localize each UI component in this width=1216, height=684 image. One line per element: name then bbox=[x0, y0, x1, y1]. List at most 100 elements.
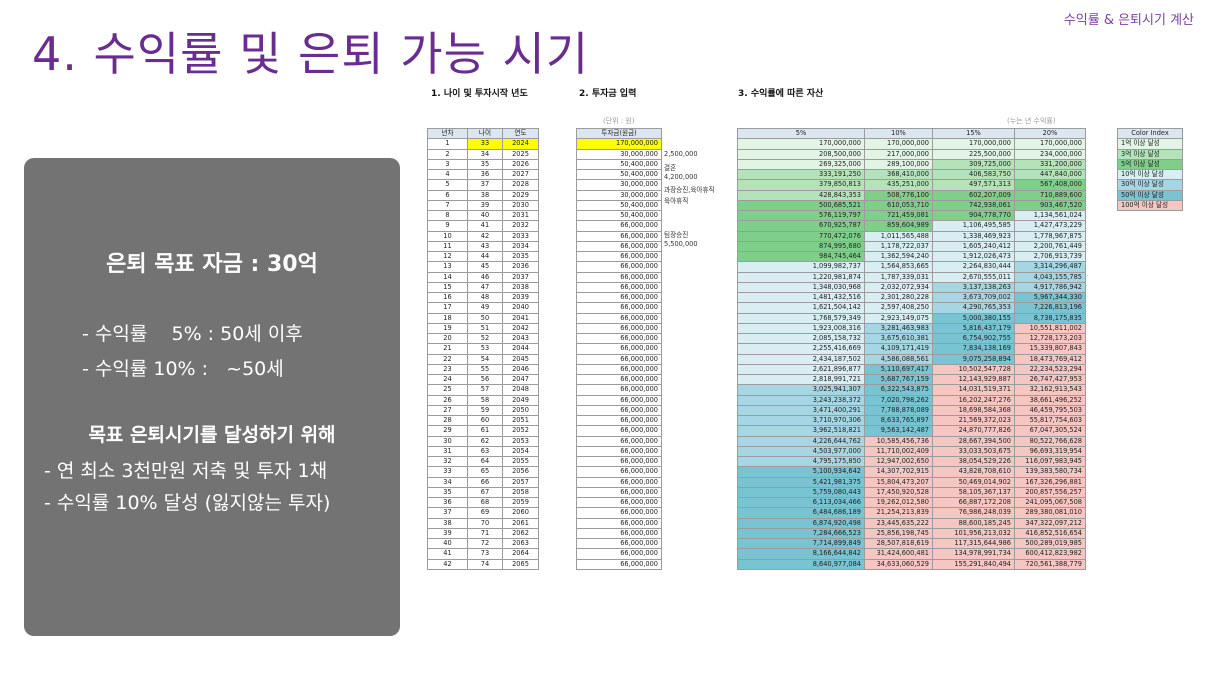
asset-10-cell: 5,687,767,159 bbox=[864, 373, 933, 386]
year-cell: 2035 bbox=[502, 250, 539, 263]
table-row: 428,843,353 508,776,100 602,207,009 710,889… bbox=[737, 189, 1086, 201]
age-table: 년차 나이 연도 1 33 2024 2 34 2025 3 35 2026 4 36 2027 5 37… bbox=[427, 127, 539, 570]
table-row: 2,434,187,502 4,586,088,561 9,075,258,894 1… bbox=[737, 353, 1086, 365]
table-row: 20 52 2043 bbox=[427, 332, 539, 345]
asset-10-cell: 17,450,920,528 bbox=[864, 486, 933, 499]
year-cell: 2028 bbox=[502, 179, 539, 191]
asset-10-cell: 6,322,543,875 bbox=[864, 384, 933, 396]
asset-15-cell: 742,938,061 bbox=[932, 199, 1015, 212]
age-cell: 41 bbox=[467, 220, 503, 232]
asset-5-cell: 1,348,030,968 bbox=[737, 281, 865, 294]
legend-header: Color Index bbox=[1117, 127, 1183, 140]
table-row: 66,000,000 bbox=[576, 291, 662, 304]
table-row: 2 34 2025 bbox=[427, 148, 539, 160]
table-row: 50,400,000 bbox=[576, 168, 662, 181]
retirement-goal: 은퇴 목표 자금 : 30억 bbox=[106, 252, 318, 277]
table-row: 6,874,920,498 23,445,635,222 88,600,185,24… bbox=[737, 517, 1086, 529]
investment-cell: 66,000,000 bbox=[576, 353, 662, 365]
investment-cell: 66,000,000 bbox=[576, 332, 662, 345]
table-row: 66,000,000 bbox=[576, 261, 662, 273]
age-cell: 49 bbox=[467, 302, 503, 314]
asset-20-cell: 200,857,556,257 bbox=[1014, 486, 1086, 499]
asset-15-cell: 134,978,991,734 bbox=[932, 548, 1015, 560]
asset-15-cell: 117,315,644,986 bbox=[932, 537, 1015, 550]
asset-5-cell: 5,100,934,642 bbox=[737, 466, 865, 478]
year-no-cell: 5 bbox=[427, 179, 468, 191]
table-row: 33 65 2056 bbox=[427, 466, 539, 478]
year-cell: 2037 bbox=[502, 271, 539, 283]
asset-10-cell: 5,110,697,417 bbox=[864, 363, 933, 376]
table-row: 7,714,899,849 28,507,818,619 117,315,644,9… bbox=[737, 537, 1086, 550]
asset-5-cell: 4,226,644,762 bbox=[737, 435, 865, 447]
table-row: 39 71 2062 bbox=[427, 527, 539, 540]
asset-20-cell: 38,661,496,252 bbox=[1014, 394, 1086, 406]
investment-cell: 66,000,000 bbox=[576, 527, 662, 540]
col-year-no: 년차 bbox=[427, 127, 468, 140]
table-row: 66,000,000 bbox=[576, 558, 662, 570]
asset-15-cell: 155,291,840,494 bbox=[932, 558, 1015, 570]
col-rate-15: 15% bbox=[932, 127, 1015, 140]
asset-10-cell: 12,947,002,650 bbox=[864, 455, 933, 468]
memo-note: 4,200,000 bbox=[664, 172, 698, 181]
investment-cell: 30,000,000 bbox=[576, 189, 662, 201]
year-cell: 2050 bbox=[502, 404, 539, 417]
investment-cell: 66,000,000 bbox=[576, 271, 662, 283]
table-row: 26 58 2049 bbox=[427, 394, 539, 406]
year-no-cell: 9 bbox=[427, 220, 468, 232]
year-cell: 2044 bbox=[502, 343, 539, 355]
table-row: 66,000,000 bbox=[576, 240, 662, 253]
rate-10-line: - 수익률 10% : ~50세 bbox=[82, 358, 284, 380]
year-no-cell: 41 bbox=[427, 548, 468, 560]
asset-15-cell: 4,290,765,353 bbox=[932, 302, 1015, 314]
age-cell: 48 bbox=[467, 291, 503, 304]
investment-cell: 66,000,000 bbox=[576, 322, 662, 335]
table-row: 7 39 2030 bbox=[427, 199, 539, 212]
table-row: 4,503,977,000 11,710,002,409 33,033,503,67… bbox=[737, 445, 1086, 458]
table-row: 66,000,000 bbox=[576, 250, 662, 263]
asset-5-cell: 670,925,787 bbox=[737, 220, 865, 232]
plan-subtitle: 목표 은퇴시기를 달성하기 위해 bbox=[88, 424, 336, 446]
asset-5-cell: 874,995,680 bbox=[737, 240, 865, 253]
table-row: 66,000,000 bbox=[576, 527, 662, 540]
table-row: 269,325,000 289,100,000 309,725,000 331,200… bbox=[737, 158, 1086, 171]
investment-cell: 170,000,000 bbox=[576, 138, 662, 150]
year-cell: 2027 bbox=[502, 168, 539, 181]
year-no-cell: 3 bbox=[427, 158, 468, 171]
asset-20-cell: 416,852,516,654 bbox=[1014, 527, 1086, 540]
legend-label: 3억 이상 달성 bbox=[1117, 148, 1183, 160]
investment-cell: 66,000,000 bbox=[576, 425, 662, 437]
year-no-cell: 31 bbox=[427, 445, 468, 458]
table-row: 500,685,521 610,053,710 742,938,061 903,467… bbox=[737, 199, 1086, 212]
section-investment: 2. 투자금 입력 bbox=[579, 89, 637, 99]
table-row: 12 44 2035 bbox=[427, 250, 539, 263]
asset-20-cell: 1,134,561,024 bbox=[1014, 209, 1086, 222]
col-age: 나이 bbox=[467, 127, 503, 140]
investment-cell: 66,000,000 bbox=[576, 250, 662, 263]
asset-20-cell: 167,326,296,881 bbox=[1014, 476, 1086, 488]
asset-10-cell: 4,586,088,561 bbox=[864, 353, 933, 365]
investment-cell: 66,000,000 bbox=[576, 558, 662, 570]
asset-20-cell: 4,043,155,785 bbox=[1014, 271, 1086, 283]
year-no-cell: 1 bbox=[427, 138, 468, 150]
asset-5-cell: 5,421,981,375 bbox=[737, 476, 865, 488]
age-cell: 69 bbox=[467, 507, 503, 519]
age-cell: 55 bbox=[467, 363, 503, 376]
table-row: 66,000,000 bbox=[576, 466, 662, 478]
table-row: 66,000,000 bbox=[576, 435, 662, 447]
age-cell: 61 bbox=[467, 425, 503, 437]
age-cell: 71 bbox=[467, 527, 503, 540]
year-no-cell: 27 bbox=[427, 404, 468, 417]
asset-15-cell: 1,106,495,585 bbox=[932, 220, 1015, 232]
asset-5-cell: 6,113,034,466 bbox=[737, 496, 865, 509]
asset-15-cell: 1,338,469,923 bbox=[932, 230, 1015, 242]
memo-note: 결혼 bbox=[664, 163, 677, 172]
asset-20-cell: 170,000,000 bbox=[1014, 138, 1086, 150]
investment-cell: 66,000,000 bbox=[576, 404, 662, 417]
table-row: 13 45 2036 bbox=[427, 261, 539, 273]
asset-20-cell: 67,047,305,524 bbox=[1014, 425, 1086, 437]
table-row: 30,000,000 bbox=[576, 148, 662, 160]
asset-10-cell: 14,307,702,915 bbox=[864, 466, 933, 478]
asset-5-cell: 7,284,666,523 bbox=[737, 527, 865, 540]
unit-left: (단위 : 원) bbox=[603, 117, 635, 125]
legend-label: 100억 이상 달성 bbox=[1117, 199, 1183, 212]
